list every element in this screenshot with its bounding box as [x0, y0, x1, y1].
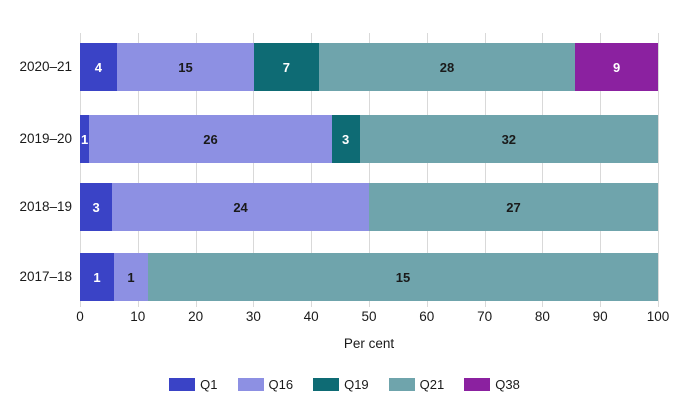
x-tick-label: 50 — [361, 309, 377, 324]
legend-label: Q21 — [419, 377, 445, 392]
legend-swatch-icon — [237, 378, 264, 391]
segment-value-label: 24 — [233, 199, 248, 215]
legend-entry-q38: Q38 — [464, 378, 520, 391]
gridline — [253, 33, 255, 307]
segment-value-label: 1 — [127, 269, 135, 285]
segment-value-label: 1 — [81, 131, 89, 147]
legend-swatch-icon — [313, 378, 340, 391]
legend-label: Q1 — [200, 377, 218, 392]
bar-row: 1 26 3 32 — [80, 115, 658, 163]
x-tick-label: 100 — [646, 309, 670, 324]
segment-value-label: 27 — [506, 199, 521, 215]
segment-value-label: 15 — [395, 269, 411, 285]
bar-segment-q1: 4 — [80, 43, 117, 91]
x-tick-label: 0 — [76, 309, 84, 324]
x-tick-label: 10 — [130, 309, 146, 324]
gridline — [369, 33, 370, 307]
segment-value-label: 32 — [501, 131, 517, 147]
x-tick-label: 30 — [245, 309, 261, 324]
bar-segment-q38: 9 — [575, 43, 658, 91]
bar-segment-q16: 26 — [89, 115, 332, 163]
bar-segment-q21: 15 — [148, 253, 658, 301]
category-label: 2020–21 — [19, 59, 72, 74]
x-tick-label: 60 — [419, 309, 435, 324]
category-label: 2017–18 — [19, 269, 72, 284]
legend-entry-q19: Q19 — [313, 378, 369, 391]
gridline — [195, 33, 197, 307]
segment-value-label: 3 — [342, 131, 350, 147]
bar-segment-q21: 27 — [368, 183, 658, 231]
bar-segment-q16: 24 — [112, 183, 369, 231]
category-label: 2019–20 — [19, 131, 72, 146]
bar-segment-q16: 1 — [114, 253, 148, 301]
legend-label: Q19 — [344, 377, 369, 392]
segment-value-label: 28 — [439, 59, 455, 75]
gridline — [137, 33, 139, 307]
segment-value-label: 9 — [613, 59, 621, 75]
bar-segment-q21: 28 — [318, 43, 576, 91]
legend-swatch-icon — [464, 378, 491, 391]
legend-swatch-icon — [388, 378, 415, 391]
legend-entry-q1: Q1 — [169, 377, 218, 392]
legend-swatch-icon — [169, 378, 196, 391]
bar-segment-q19: 7 — [254, 43, 319, 91]
x-tick-label: 80 — [534, 309, 550, 324]
segment-value-label: 7 — [282, 59, 291, 75]
segment-value-label: 26 — [203, 131, 218, 147]
gridline — [426, 33, 428, 307]
bar-row: 1 1 15 — [80, 253, 658, 301]
gridline — [484, 33, 486, 307]
bar-row: 4 15 7 28 9 — [80, 43, 658, 91]
segment-value-label: 3 — [92, 199, 100, 215]
legend: Q1 Q16 Q19 Q21 Q38 — [0, 378, 689, 391]
bar-row: 3 24 27 — [80, 183, 658, 231]
x-tick-label: 20 — [188, 309, 204, 324]
bar-segment-q21: 32 — [359, 115, 658, 163]
legend-entry-q21: Q21 — [388, 377, 445, 392]
bar-segment-q19: 3 — [331, 115, 360, 163]
bar-segment-q1: 3 — [80, 183, 113, 231]
x-axis-title: Per cent — [343, 336, 395, 351]
gridline — [600, 33, 602, 307]
legend-label: Q38 — [495, 377, 520, 392]
category-label: 2018–19 — [19, 199, 72, 214]
plot-area: 4 15 7 28 9 1 26 3 32 3 24 27 1 1 15 — [80, 33, 659, 307]
gridline — [80, 33, 81, 307]
gridline — [311, 33, 313, 307]
bar-segment-q16: 15 — [116, 43, 255, 91]
x-tick-label: 70 — [477, 309, 493, 324]
bar-segment-q1: 1 — [80, 253, 114, 301]
legend-label: Q16 — [268, 377, 294, 392]
bar-segment-q1: 1 — [80, 115, 90, 163]
segment-value-label: 1 — [93, 269, 101, 285]
gridline — [658, 33, 659, 307]
segment-value-label: 4 — [94, 59, 102, 75]
legend-entry-q16: Q16 — [237, 377, 294, 392]
x-tick-label: 40 — [303, 309, 319, 324]
segment-value-label: 15 — [178, 59, 193, 75]
gridline — [542, 33, 544, 307]
x-tick-label: 90 — [592, 309, 608, 324]
